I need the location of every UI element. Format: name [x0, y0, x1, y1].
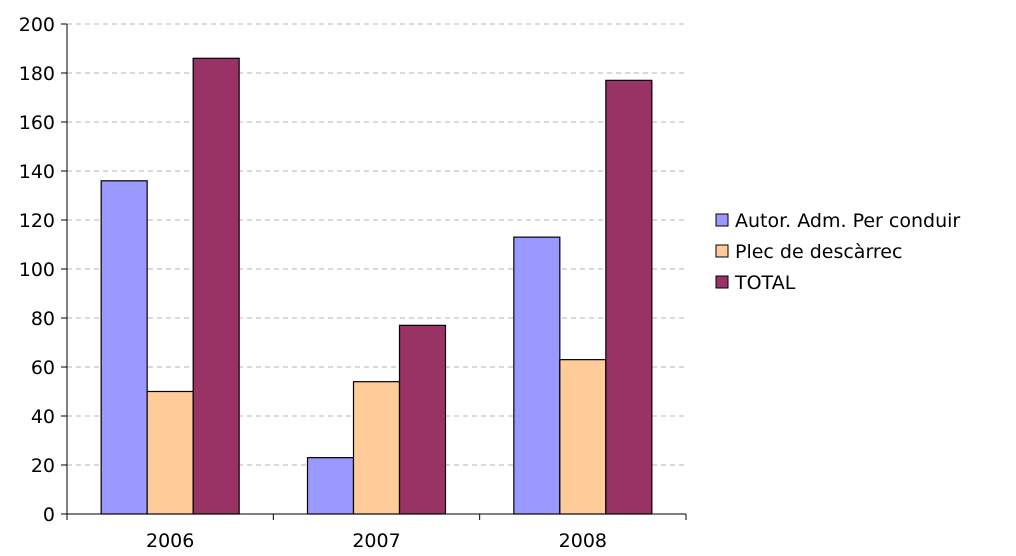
bar-2007-series-0 [306, 457, 355, 515]
y-tick-label: 40 [31, 406, 55, 428]
legend-label: Autor. Adm. Per conduir [735, 210, 960, 232]
legend: Autor. Adm. Per conduir Plec de descàrrec… [715, 210, 960, 294]
x-axis-ticks: 2006 2007 2008 [66, 514, 687, 552]
bar-2006-series-1 [146, 390, 194, 515]
y-tick-label: 140 [19, 161, 55, 183]
y-tick-label: 60 [31, 357, 55, 379]
bar-2008-series-1 [559, 359, 607, 515]
y-axis-ticks: 0 20 40 60 80 100 120 140 160 180 200 [19, 14, 67, 526]
y-tick-label: 120 [19, 210, 55, 232]
y-tick-label: 200 [19, 14, 55, 36]
legend-swatch [715, 244, 729, 258]
y-tick-label: 20 [31, 455, 55, 477]
bar-2008-series-0 [513, 236, 561, 515]
bars [100, 57, 653, 515]
legend-label: Plec de descàrrec [735, 241, 902, 263]
y-tick-label: 80 [31, 308, 55, 330]
bar-2007-series-1 [352, 381, 401, 515]
x-tick-label: 2006 [146, 530, 194, 552]
y-tick-label: 100 [19, 259, 55, 281]
legend-label: TOTAL [734, 272, 796, 294]
legend-swatch [715, 213, 729, 227]
bar-2007-series-2 [398, 324, 447, 515]
x-tick-label: 2007 [352, 530, 400, 552]
y-tick-label: 0 [43, 504, 55, 526]
bar-2008-series-2 [605, 79, 653, 515]
legend-swatch [715, 275, 729, 289]
bar-2006-series-0 [100, 180, 148, 515]
y-tick-label: 180 [19, 63, 55, 85]
y-tick-label: 160 [19, 112, 55, 134]
bar-2006-series-2 [192, 57, 240, 515]
x-tick-label: 2008 [559, 530, 607, 552]
